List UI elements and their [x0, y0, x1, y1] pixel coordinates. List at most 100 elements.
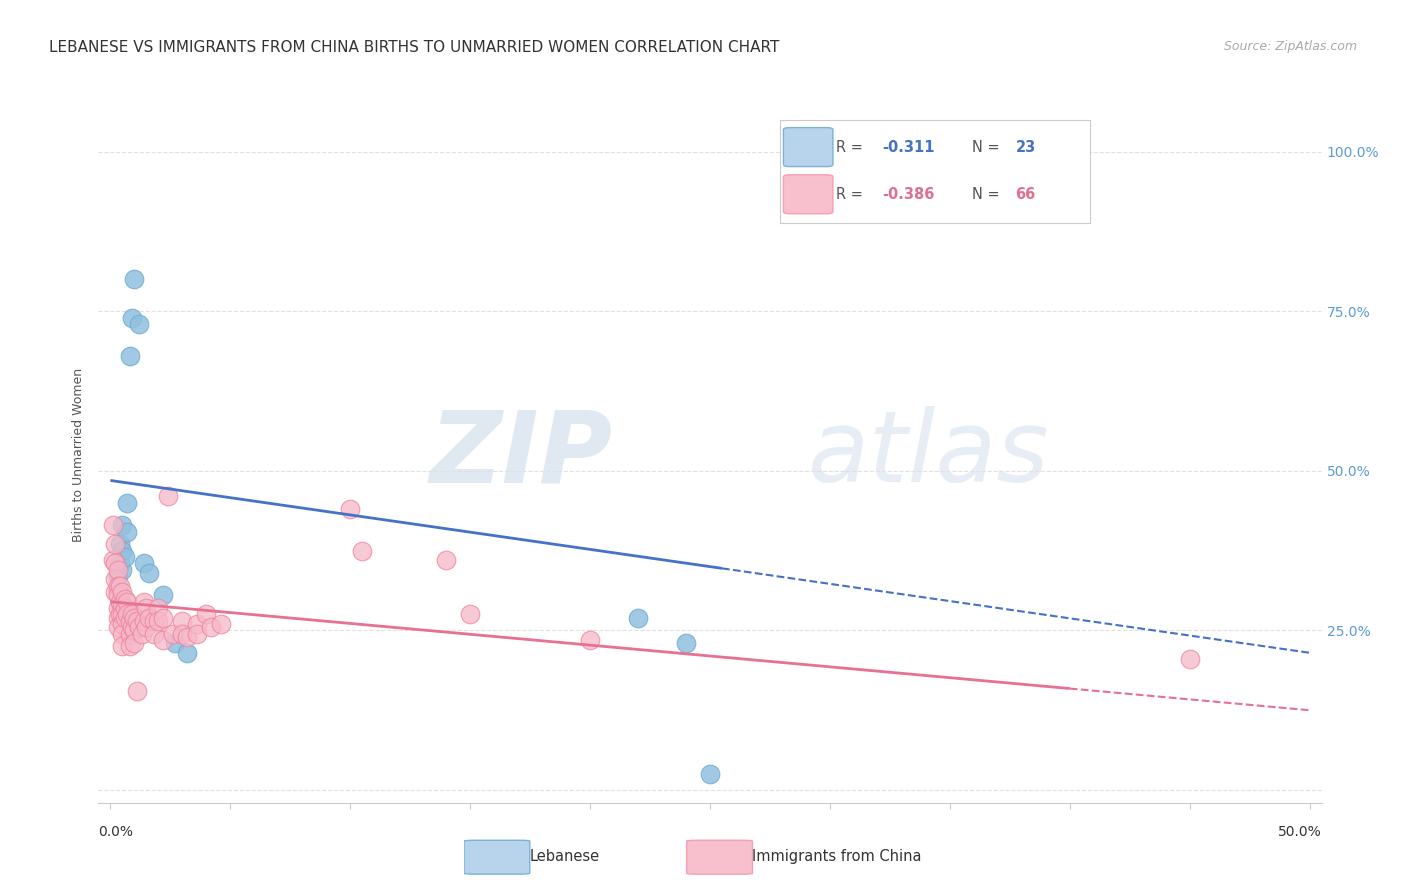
Point [104, 585, 127, 599]
Point [108, 607, 131, 622]
Text: Source: ZipAtlas.com: Source: ZipAtlas.com [1223, 40, 1357, 54]
Text: 23: 23 [1015, 139, 1036, 154]
Point [176, 630, 198, 644]
Point [124, 636, 146, 650]
Point [108, 557, 131, 571]
Text: 0.0%: 0.0% [98, 825, 134, 839]
Point [104, 537, 127, 551]
Text: atlas: atlas [808, 407, 1049, 503]
Text: 50.0%: 50.0% [1278, 825, 1322, 839]
Point [162, 626, 184, 640]
Point [135, 601, 157, 615]
Point [115, 496, 138, 510]
Point [152, 588, 174, 602]
Point [699, 767, 721, 781]
Point [114, 610, 136, 624]
Point [121, 607, 143, 622]
Point [111, 640, 134, 654]
Point [434, 553, 457, 567]
Point [107, 601, 129, 615]
Point [111, 543, 134, 558]
Text: ZIP: ZIP [429, 407, 612, 503]
Point [107, 620, 129, 634]
Point [124, 272, 146, 286]
Point [1178, 652, 1201, 666]
Text: R =: R = [837, 186, 868, 202]
Point [148, 614, 170, 628]
Y-axis label: Births to Unmarried Women: Births to Unmarried Women [72, 368, 86, 542]
Text: R =: R = [837, 139, 868, 154]
Point [111, 607, 134, 622]
Point [101, 553, 124, 567]
Point [138, 566, 160, 580]
Point [152, 610, 174, 624]
Point [172, 614, 194, 628]
Point [118, 349, 141, 363]
Point [107, 579, 129, 593]
FancyBboxPatch shape [783, 175, 832, 214]
Point [352, 543, 374, 558]
Point [172, 626, 194, 640]
Point [111, 617, 134, 632]
Point [142, 614, 165, 628]
Point [176, 646, 198, 660]
Point [165, 636, 187, 650]
Text: -0.311: -0.311 [883, 139, 935, 154]
Point [108, 537, 131, 551]
Point [125, 614, 148, 628]
Point [186, 617, 208, 632]
Point [111, 598, 134, 612]
Point [118, 614, 141, 628]
Point [107, 610, 129, 624]
Point [115, 607, 138, 622]
FancyBboxPatch shape [783, 128, 832, 167]
Point [114, 601, 136, 615]
Point [579, 633, 602, 648]
Point [675, 636, 697, 650]
Point [121, 310, 143, 325]
Point [135, 620, 157, 634]
Point [107, 582, 129, 596]
Point [107, 569, 129, 583]
Point [121, 620, 143, 634]
Point [458, 607, 481, 622]
Point [200, 620, 222, 634]
Point [104, 573, 127, 587]
Point [339, 502, 361, 516]
Point [142, 626, 165, 640]
Point [128, 620, 150, 634]
Text: Immigrants from China: Immigrants from China [752, 849, 922, 863]
Point [107, 588, 129, 602]
Point [104, 557, 127, 571]
Point [148, 601, 170, 615]
Point [108, 595, 131, 609]
Text: N =: N = [972, 186, 1004, 202]
Point [114, 591, 136, 606]
Point [195, 607, 218, 622]
Text: -0.386: -0.386 [883, 186, 935, 202]
Point [101, 518, 124, 533]
Point [115, 524, 138, 539]
Point [627, 610, 650, 624]
Point [111, 626, 134, 640]
Text: N =: N = [972, 139, 1004, 154]
FancyBboxPatch shape [686, 840, 752, 874]
Point [209, 617, 232, 632]
Point [108, 595, 131, 609]
FancyBboxPatch shape [464, 840, 530, 874]
Point [124, 610, 146, 624]
Point [111, 585, 134, 599]
Point [128, 317, 150, 331]
Point [118, 640, 141, 654]
Point [132, 595, 155, 609]
Point [156, 490, 179, 504]
Point [114, 549, 136, 564]
Text: LEBANESE VS IMMIGRANTS FROM CHINA BIRTHS TO UNMARRIED WOMEN CORRELATION CHART: LEBANESE VS IMMIGRANTS FROM CHINA BIRTHS… [49, 40, 779, 55]
Point [124, 624, 146, 638]
Point [115, 595, 138, 609]
Point [152, 633, 174, 648]
Text: 66: 66 [1015, 186, 1036, 202]
Point [138, 610, 160, 624]
Point [132, 557, 155, 571]
Point [111, 518, 134, 533]
